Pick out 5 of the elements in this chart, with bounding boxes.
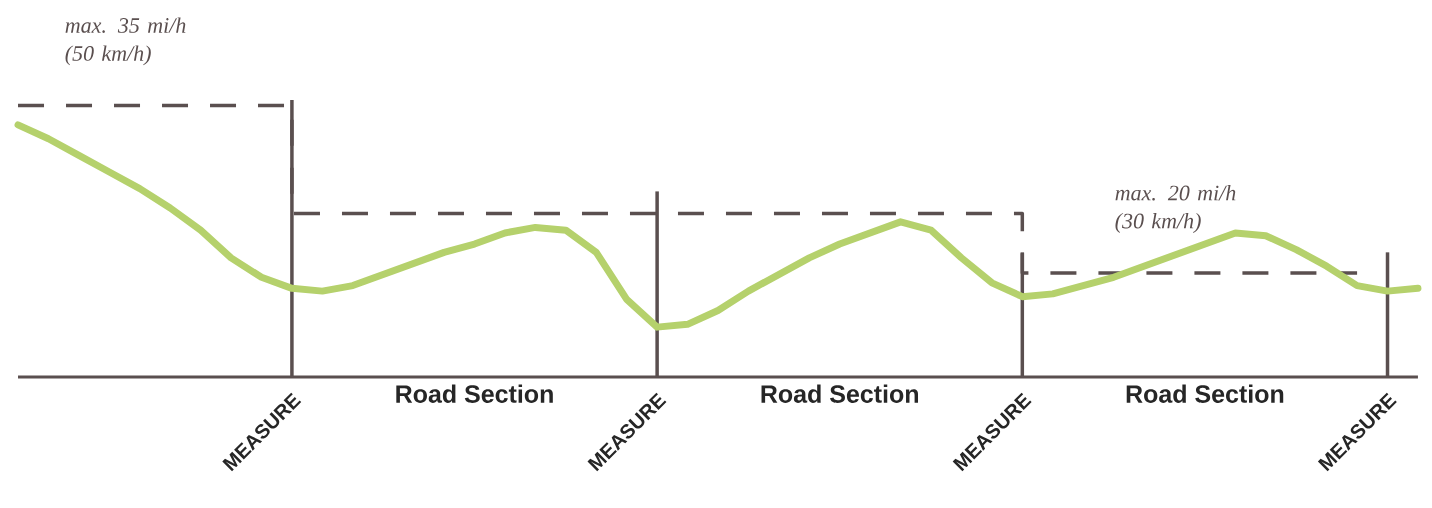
x-tick-label: Road Section [1126, 384, 1284, 403]
annotation: max. 20 mi/h (30 km/h) [1115, 184, 1236, 233]
text: max. 35 mi/h (50 km/h) [65, 17, 186, 66]
x-tick-label: Road Section [396, 384, 553, 403]
x-tick-label: Road Section [761, 384, 919, 403]
